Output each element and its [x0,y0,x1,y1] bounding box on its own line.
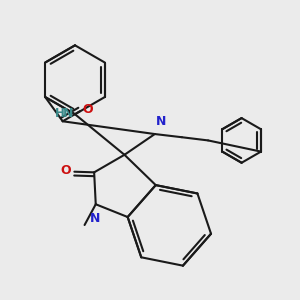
Text: O: O [83,103,93,116]
Text: H: H [55,107,64,120]
Text: N: N [63,107,73,120]
Text: N: N [156,115,166,128]
Text: N: N [90,212,100,225]
Text: O: O [61,164,71,177]
